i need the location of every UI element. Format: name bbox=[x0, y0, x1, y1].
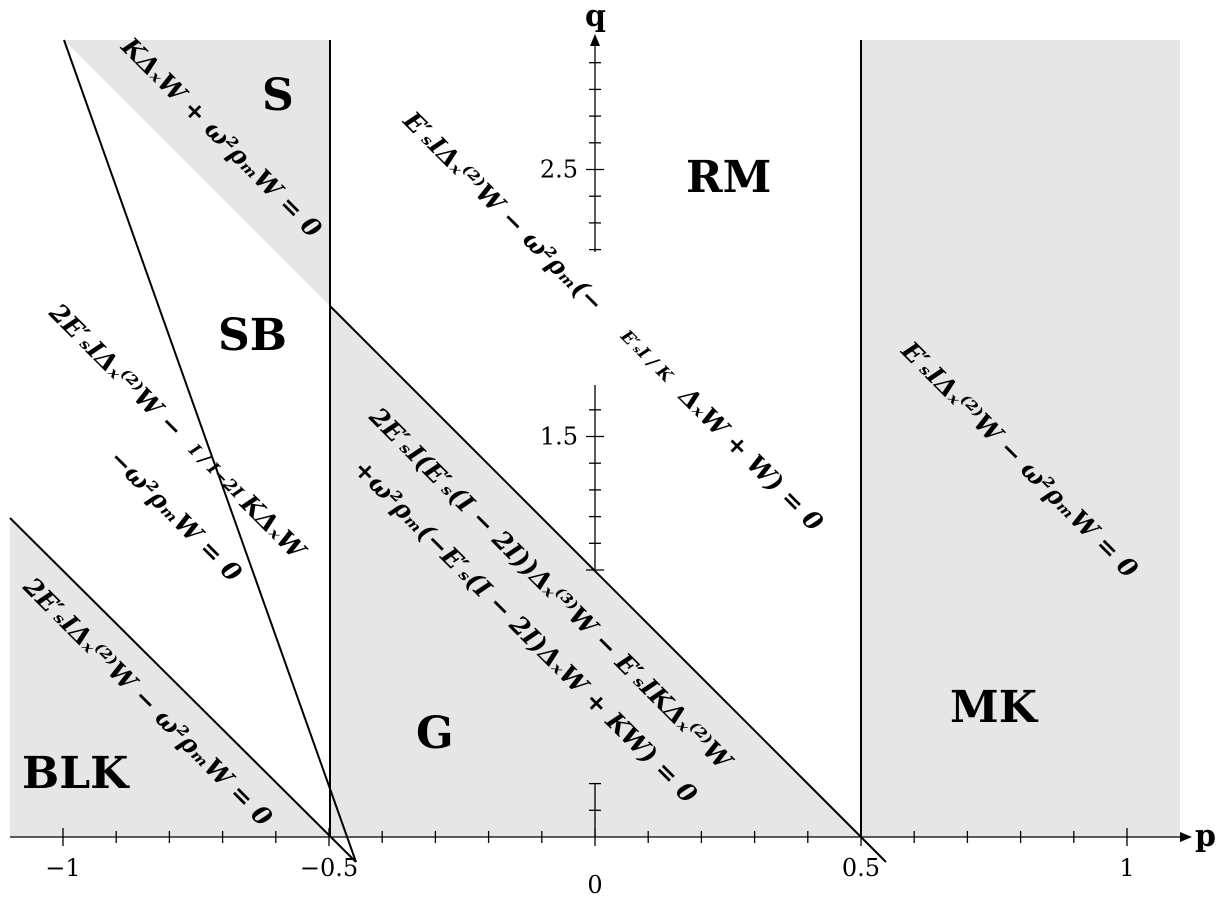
region-label-rm: RM bbox=[686, 152, 771, 203]
x-tick-labels: −2−1.5−1−0.500.511.52 bbox=[45, 854, 1134, 899]
x-tick-label: 0.5 bbox=[842, 854, 880, 882]
boundary-line-g bbox=[329, 305, 887, 863]
x-axis-label: p bbox=[1195, 819, 1216, 854]
x-axis-arrowhead bbox=[1180, 832, 1192, 842]
x-tick-label: 0 bbox=[587, 871, 602, 899]
equation-rm-line2: ΔₓW + W) = 0 bbox=[672, 380, 829, 537]
y-tick-label: 1.5 bbox=[540, 423, 578, 451]
boundary-line-blk bbox=[9, 517, 357, 863]
region-label-sb: SB bbox=[218, 310, 287, 361]
y-axis-label: q bbox=[585, 0, 606, 34]
y-axis-ticks bbox=[586, 62, 604, 811]
region-labels: S RM SB G MK BLK bbox=[22, 70, 1039, 799]
x-tick-label: −1 bbox=[45, 854, 80, 882]
region-label-blk: BLK bbox=[22, 748, 130, 799]
x-tick-label: 1 bbox=[1119, 854, 1134, 882]
equation-sb-fraction: I / I−2I bbox=[184, 440, 248, 504]
y-tick-label: 2.5 bbox=[540, 156, 578, 184]
boundary-line-s bbox=[63, 39, 357, 863]
x-tick-label: −0.5 bbox=[300, 854, 358, 882]
y-tick-labels: 1.5 2.5 bbox=[540, 156, 578, 451]
region-mk-shade bbox=[861, 40, 1180, 837]
equation-rm-line1: E′ₛIΔₓ⁽²⁾W − ω²ρₘ(− bbox=[397, 105, 610, 318]
equation-sb-line2: −ω²ρₘW = 0 bbox=[104, 444, 248, 588]
region-label-s: S bbox=[262, 70, 294, 121]
region-label-mk: MK bbox=[950, 682, 1039, 733]
region-s-shade bbox=[64, 40, 330, 306]
equation-rm-fraction: E′ₛI / K bbox=[616, 326, 678, 388]
region-label-g: G bbox=[416, 708, 454, 759]
equation-sb-line1b: KΔₓW bbox=[234, 488, 313, 567]
axes bbox=[10, 34, 1192, 846]
x-axis-ticks bbox=[62, 828, 1128, 846]
y-axis-arrowhead bbox=[590, 34, 600, 46]
boundary-lines bbox=[9, 39, 887, 863]
equation-sb-line1: 2E′ₛIΔₓ⁽²⁾W − bbox=[43, 297, 189, 443]
